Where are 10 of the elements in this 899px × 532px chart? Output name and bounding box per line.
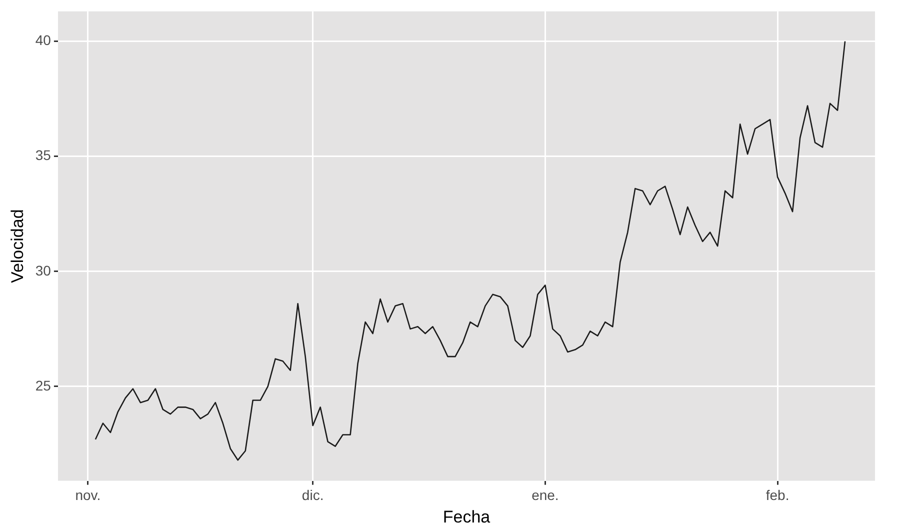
x-tick-label: dic. <box>302 487 324 504</box>
y-tick-label: 25 <box>35 377 52 394</box>
y-axis-title: Velocidad <box>8 209 27 283</box>
x-tick-label: nov. <box>75 487 101 504</box>
x-tick-label: feb. <box>766 487 790 504</box>
y-tick-label: 35 <box>35 147 52 164</box>
y-tick-label: 30 <box>35 262 52 278</box>
x-axis-title: Fecha <box>442 507 491 526</box>
y-tick-label: 40 <box>35 32 52 48</box>
x-tick-label: ene. <box>532 487 559 504</box>
